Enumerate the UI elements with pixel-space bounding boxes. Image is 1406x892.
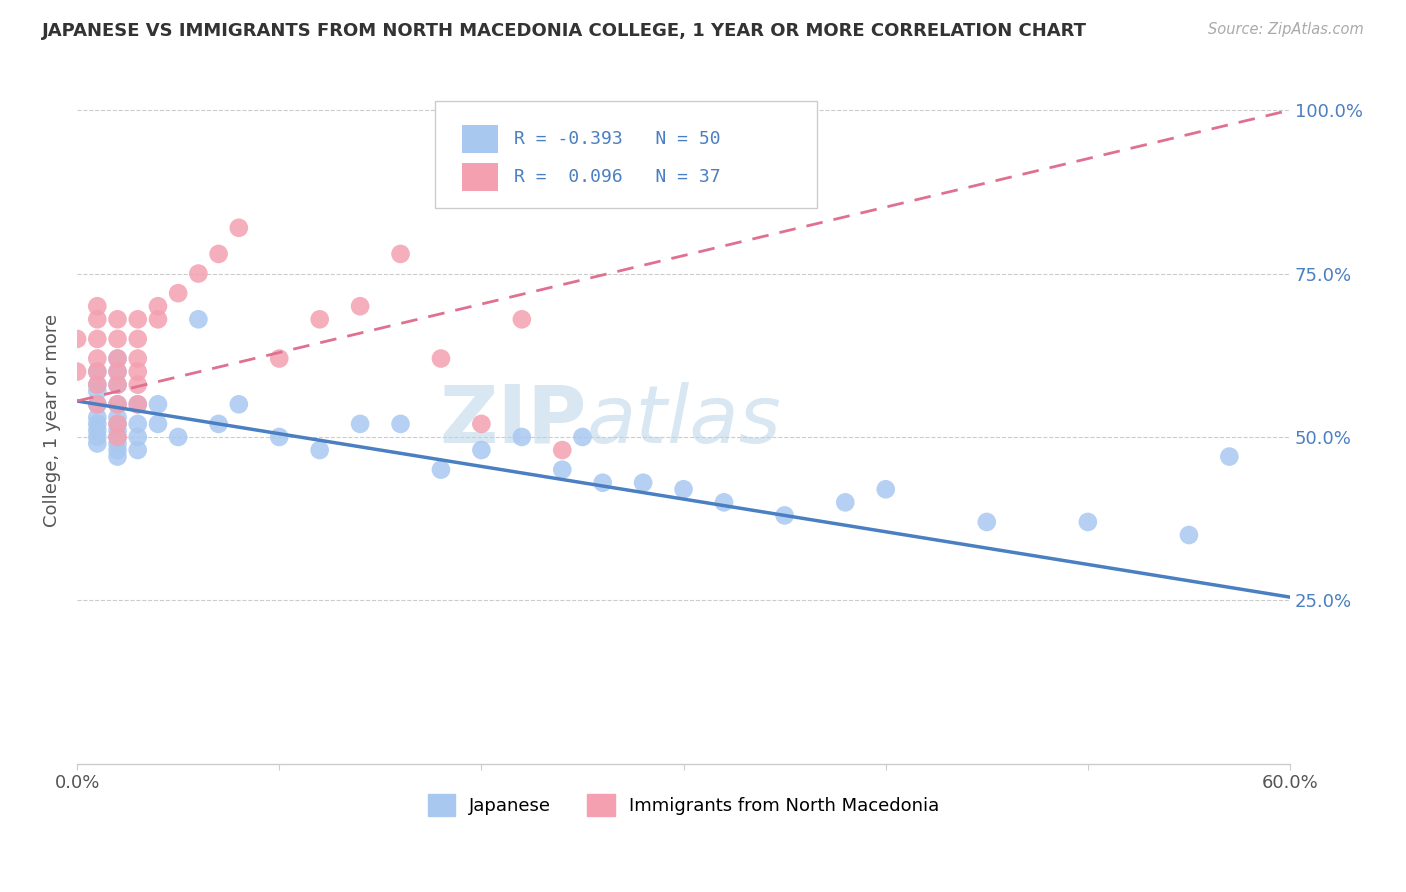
Point <box>127 377 149 392</box>
Point <box>107 397 129 411</box>
Point <box>146 417 169 431</box>
Point <box>551 443 574 458</box>
Point <box>430 351 453 366</box>
Text: Source: ZipAtlas.com: Source: ZipAtlas.com <box>1208 22 1364 37</box>
Point <box>86 365 108 379</box>
Point <box>430 463 453 477</box>
Point <box>107 351 129 366</box>
Point <box>86 384 108 399</box>
Point <box>146 299 169 313</box>
Point <box>127 397 149 411</box>
Point <box>269 430 291 444</box>
Point <box>308 443 330 458</box>
Point <box>551 463 574 477</box>
Point <box>86 430 108 444</box>
Text: R = -0.393   N = 50: R = -0.393 N = 50 <box>513 130 720 148</box>
FancyBboxPatch shape <box>434 102 817 208</box>
Point <box>127 417 149 431</box>
Point <box>349 299 371 313</box>
Point <box>86 377 108 392</box>
Point <box>107 332 129 346</box>
Point <box>187 267 209 281</box>
Point <box>86 299 108 313</box>
Point <box>86 377 108 392</box>
Point <box>107 377 129 392</box>
Point <box>1077 515 1099 529</box>
Point <box>107 351 129 366</box>
Point <box>1218 450 1240 464</box>
Point <box>146 397 169 411</box>
Point <box>187 312 209 326</box>
Point <box>1178 528 1201 542</box>
Point <box>510 312 533 326</box>
Point <box>875 483 897 497</box>
Point <box>146 312 169 326</box>
Point <box>834 495 856 509</box>
Point <box>470 443 492 458</box>
Point <box>127 332 149 346</box>
Point <box>86 351 108 366</box>
Point <box>127 365 149 379</box>
Point <box>389 417 412 431</box>
Point <box>389 247 412 261</box>
Point <box>107 417 129 431</box>
Bar <box>461 126 498 153</box>
Point <box>713 495 735 509</box>
Text: atlas: atlas <box>586 382 782 459</box>
Point <box>308 312 330 326</box>
Point <box>107 430 129 444</box>
Point <box>107 436 129 450</box>
Point <box>127 351 149 366</box>
Point <box>127 312 149 326</box>
Point <box>107 377 129 392</box>
Point <box>228 397 250 411</box>
Point <box>976 515 998 529</box>
Point <box>107 443 129 458</box>
Point <box>672 483 695 497</box>
Point <box>86 417 108 431</box>
Point <box>127 443 149 458</box>
Point <box>107 365 129 379</box>
Point <box>167 286 190 301</box>
Point <box>66 332 89 346</box>
Point <box>207 417 229 431</box>
Point <box>510 430 533 444</box>
Point <box>86 312 108 326</box>
Point <box>86 365 108 379</box>
Text: ZIP: ZIP <box>439 382 586 459</box>
Point <box>107 312 129 326</box>
Point <box>86 332 108 346</box>
Point <box>107 430 129 444</box>
Point <box>66 365 89 379</box>
Point <box>127 397 149 411</box>
Point <box>228 220 250 235</box>
Point <box>207 247 229 261</box>
Point <box>631 475 654 490</box>
Point <box>86 424 108 438</box>
Point <box>470 417 492 431</box>
Point <box>107 410 129 425</box>
Point <box>592 475 614 490</box>
Point <box>349 417 371 431</box>
Point <box>86 436 108 450</box>
Text: R =  0.096   N = 37: R = 0.096 N = 37 <box>513 168 720 186</box>
Point <box>571 430 593 444</box>
Point <box>107 424 129 438</box>
Point <box>107 450 129 464</box>
Point <box>86 397 108 411</box>
Point <box>269 351 291 366</box>
Point <box>86 410 108 425</box>
Point <box>107 397 129 411</box>
Point <box>107 365 129 379</box>
Point <box>127 430 149 444</box>
Bar <box>461 163 498 191</box>
Point <box>167 430 190 444</box>
Text: JAPANESE VS IMMIGRANTS FROM NORTH MACEDONIA COLLEGE, 1 YEAR OR MORE CORRELATION : JAPANESE VS IMMIGRANTS FROM NORTH MACEDO… <box>42 22 1087 40</box>
Legend: Japanese, Immigrants from North Macedonia: Japanese, Immigrants from North Macedoni… <box>420 787 946 823</box>
Point <box>86 397 108 411</box>
Point <box>773 508 796 523</box>
Point <box>107 417 129 431</box>
Y-axis label: College, 1 year or more: College, 1 year or more <box>44 314 60 527</box>
